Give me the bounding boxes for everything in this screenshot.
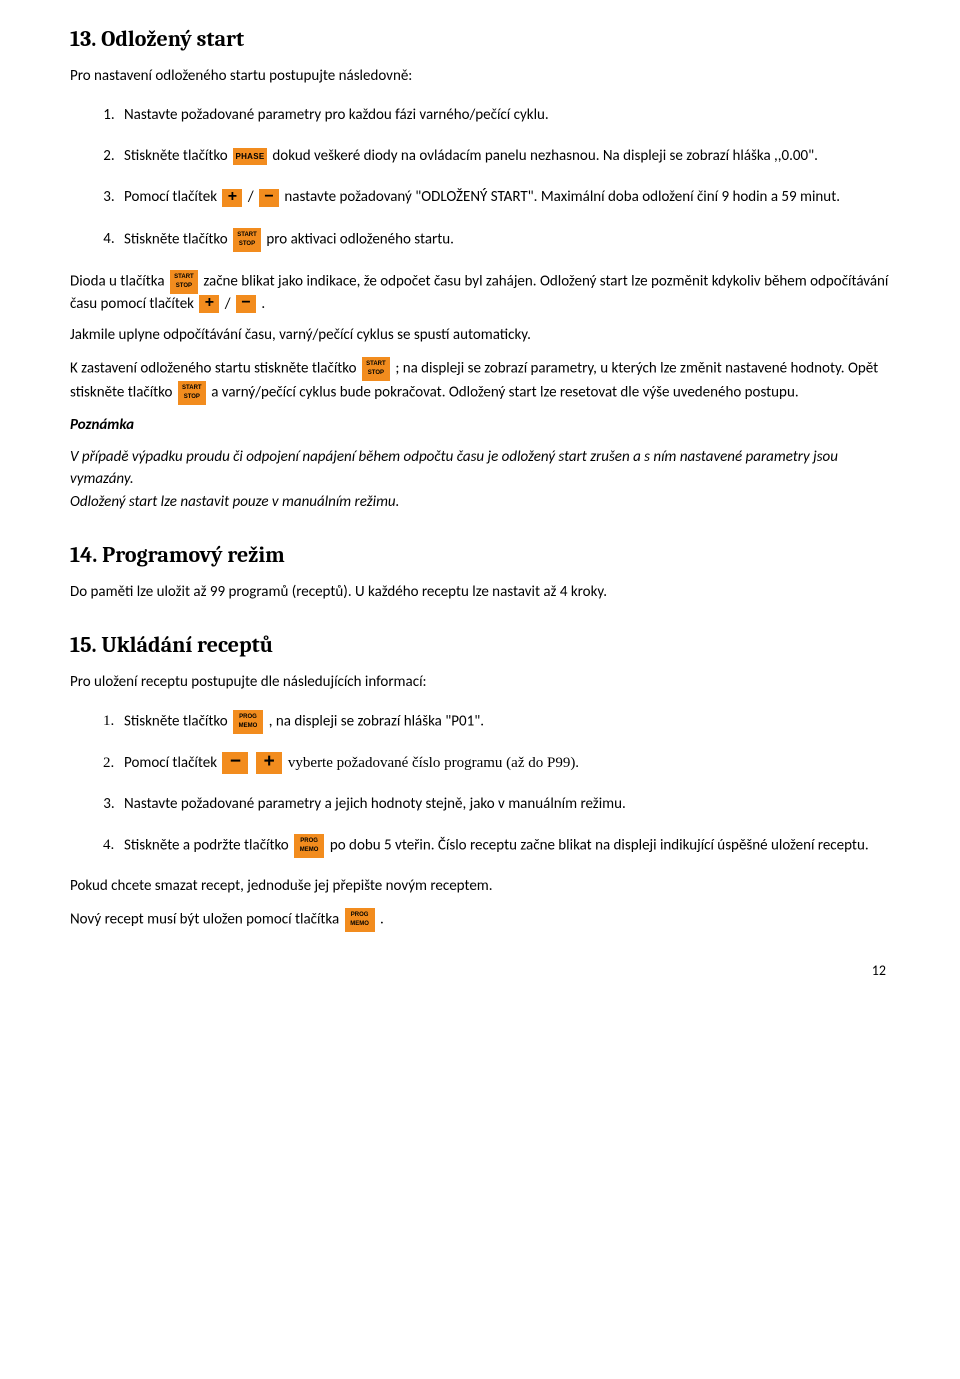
- body1-end: .: [261, 295, 265, 313]
- step-4: Stiskněte tlačítko START STOP pro aktiva…: [118, 228, 890, 252]
- phase-icon: PHASE: [233, 148, 267, 165]
- stop-label: STOP: [362, 369, 390, 378]
- section-13-intro: Pro nastavení odloženého startu postupuj…: [70, 66, 890, 88]
- step-1: Nastavte požadované parametry pro každou…: [118, 104, 890, 127]
- start-label: START: [170, 273, 198, 282]
- step-15-2-pre: Pomocí tlačítek: [124, 754, 220, 772]
- start-stop-icon: START STOP: [233, 228, 261, 252]
- prog-memo-icon: PROG MEMO: [294, 834, 324, 858]
- step-15-4: Stiskněte a podržte tlačítko PROG MEMO p…: [118, 834, 890, 858]
- section-13-body-2: Jakmile uplyne odpočítávání času, varný/…: [70, 325, 890, 347]
- step-4-pre: Stiskněte tlačítko: [124, 230, 231, 248]
- section-15-body-3: Nový recept musí být uložen pomocí tlačí…: [70, 908, 890, 932]
- section-15-intro: Pro uložení receptu postupujte dle násle…: [70, 672, 890, 694]
- plus-icon: +: [199, 295, 219, 313]
- minus-icon: −: [236, 295, 256, 313]
- step-3-pre: Pomocí tlačítek: [124, 188, 220, 206]
- body1-pre: Dioda u tlačítka: [70, 272, 168, 290]
- start-label: START: [362, 360, 390, 369]
- start-label: START: [233, 231, 261, 240]
- prog-label: PROG: [294, 837, 324, 846]
- note-label: Poznámka: [70, 415, 890, 437]
- step-15-4-post: po dobu 5 vteřin. Číslo receptu začne bl…: [330, 836, 869, 854]
- minus-icon: −: [222, 752, 248, 774]
- section-15-heading: 15. Ukládání receptů: [70, 632, 890, 658]
- step-2: Stiskněte tlačítko PHASE dokud veškeré d…: [118, 145, 890, 168]
- step-2-pre: Stiskněte tlačítko: [124, 147, 231, 165]
- step-15-2-post: vyberte požadované číslo programu (až do…: [288, 755, 579, 771]
- stop-label: STOP: [170, 282, 198, 291]
- step-15-4-pre: Stiskněte a podržte tlačítko: [124, 836, 292, 854]
- step-15-2: Pomocí tlačítek − + vyberte požadované č…: [118, 752, 890, 775]
- prog-memo-icon: PROG MEMO: [233, 710, 263, 734]
- start-label: START: [178, 384, 206, 393]
- stop-label: STOP: [178, 393, 206, 402]
- section-13-heading: 13. Odložený start: [70, 26, 890, 52]
- section-13-body-1: Dioda u tlačítka START STOP začne blikat…: [70, 270, 890, 316]
- body3-pre: K zastavení odloženého startu stiskněte …: [70, 360, 360, 378]
- section-15-steps: Stiskněte tlačítko PROG MEMO , na disple…: [70, 710, 890, 859]
- document-page: 13. Odložený start Pro nastavení odložen…: [0, 0, 960, 1019]
- step-3: Pomocí tlačítek + / − nastavte požadovan…: [118, 186, 890, 209]
- section-14-body: Do paměti lze uložit až 99 programů (rec…: [70, 582, 890, 604]
- start-stop-icon: START STOP: [170, 270, 198, 294]
- memo-label: MEMO: [294, 846, 324, 855]
- step-15-3-text: Nastavte požadované parametry a jejich h…: [124, 795, 626, 813]
- step-3-post: nastavte požadovaný "ODLOŽENÝ START". Ma…: [284, 188, 840, 206]
- prog-label: PROG: [233, 713, 263, 722]
- prog-label: PROG: [345, 911, 375, 920]
- body3-pre: Nový recept musí být uložen pomocí tlačí…: [70, 910, 343, 928]
- section-15-body-2: Pokud chcete smazat recept, jednoduše je…: [70, 876, 890, 898]
- step-15-1-post: , na displeji se zobrazí hláška "P01".: [269, 712, 484, 730]
- body3-post: a varný/pečící cyklus bude pokračovat. O…: [211, 384, 798, 402]
- note-1: V případě výpadku proudu či odpojení nap…: [70, 447, 890, 491]
- prog-memo-icon: PROG MEMO: [345, 908, 375, 932]
- plus-icon: +: [256, 752, 282, 774]
- section-14-heading: 14. Programový režim: [70, 542, 890, 568]
- step-4-post: pro aktivaci odloženého startu.: [266, 230, 454, 248]
- body1-mid: /: [225, 295, 234, 313]
- step-15-1-pre: Stiskněte tlačítko: [124, 712, 231, 730]
- step-15-3: Nastavte požadované parametry a jejich h…: [118, 793, 890, 816]
- start-stop-icon: START STOP: [178, 381, 206, 405]
- memo-label: MEMO: [233, 722, 263, 731]
- start-stop-icon: START STOP: [362, 357, 390, 381]
- plus-icon: +: [222, 189, 242, 207]
- step-2-post: dokud veškeré diody na ovládacím panelu …: [272, 147, 818, 165]
- stop-label: STOP: [233, 240, 261, 249]
- section-13-steps: Nastavte požadované parametry pro každou…: [70, 104, 890, 252]
- page-number: 12: [70, 962, 890, 979]
- step-1-text: Nastavte požadované parametry pro každou…: [124, 106, 549, 124]
- body3-post: .: [380, 910, 384, 928]
- step-3-mid: /: [248, 188, 257, 206]
- note-2: Odložený start lze nastavit pouze v manu…: [70, 492, 890, 514]
- memo-label: MEMO: [345, 920, 375, 929]
- step-15-1: Stiskněte tlačítko PROG MEMO , na disple…: [118, 710, 890, 734]
- section-13-body-3: K zastavení odloženého startu stiskněte …: [70, 357, 890, 405]
- minus-icon: −: [259, 189, 279, 207]
